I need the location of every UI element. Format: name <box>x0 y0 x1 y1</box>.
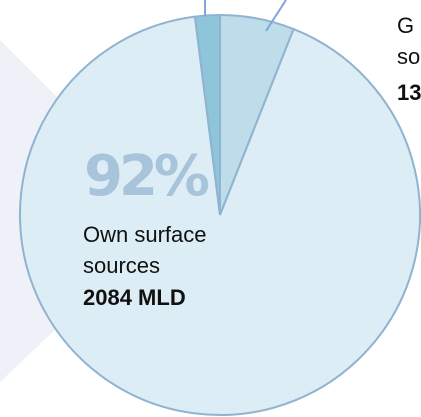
leader-line <box>265 0 287 32</box>
pie-slice <box>19 15 421 416</box>
slice-label: Own surface sources <box>83 222 207 278</box>
slice-amount: 2084 MLD <box>83 285 186 310</box>
slice-amount: 13 <box>397 80 421 105</box>
pie-slice <box>193 13 221 216</box>
value-label: 92% <box>84 144 209 209</box>
pie <box>19 13 421 416</box>
